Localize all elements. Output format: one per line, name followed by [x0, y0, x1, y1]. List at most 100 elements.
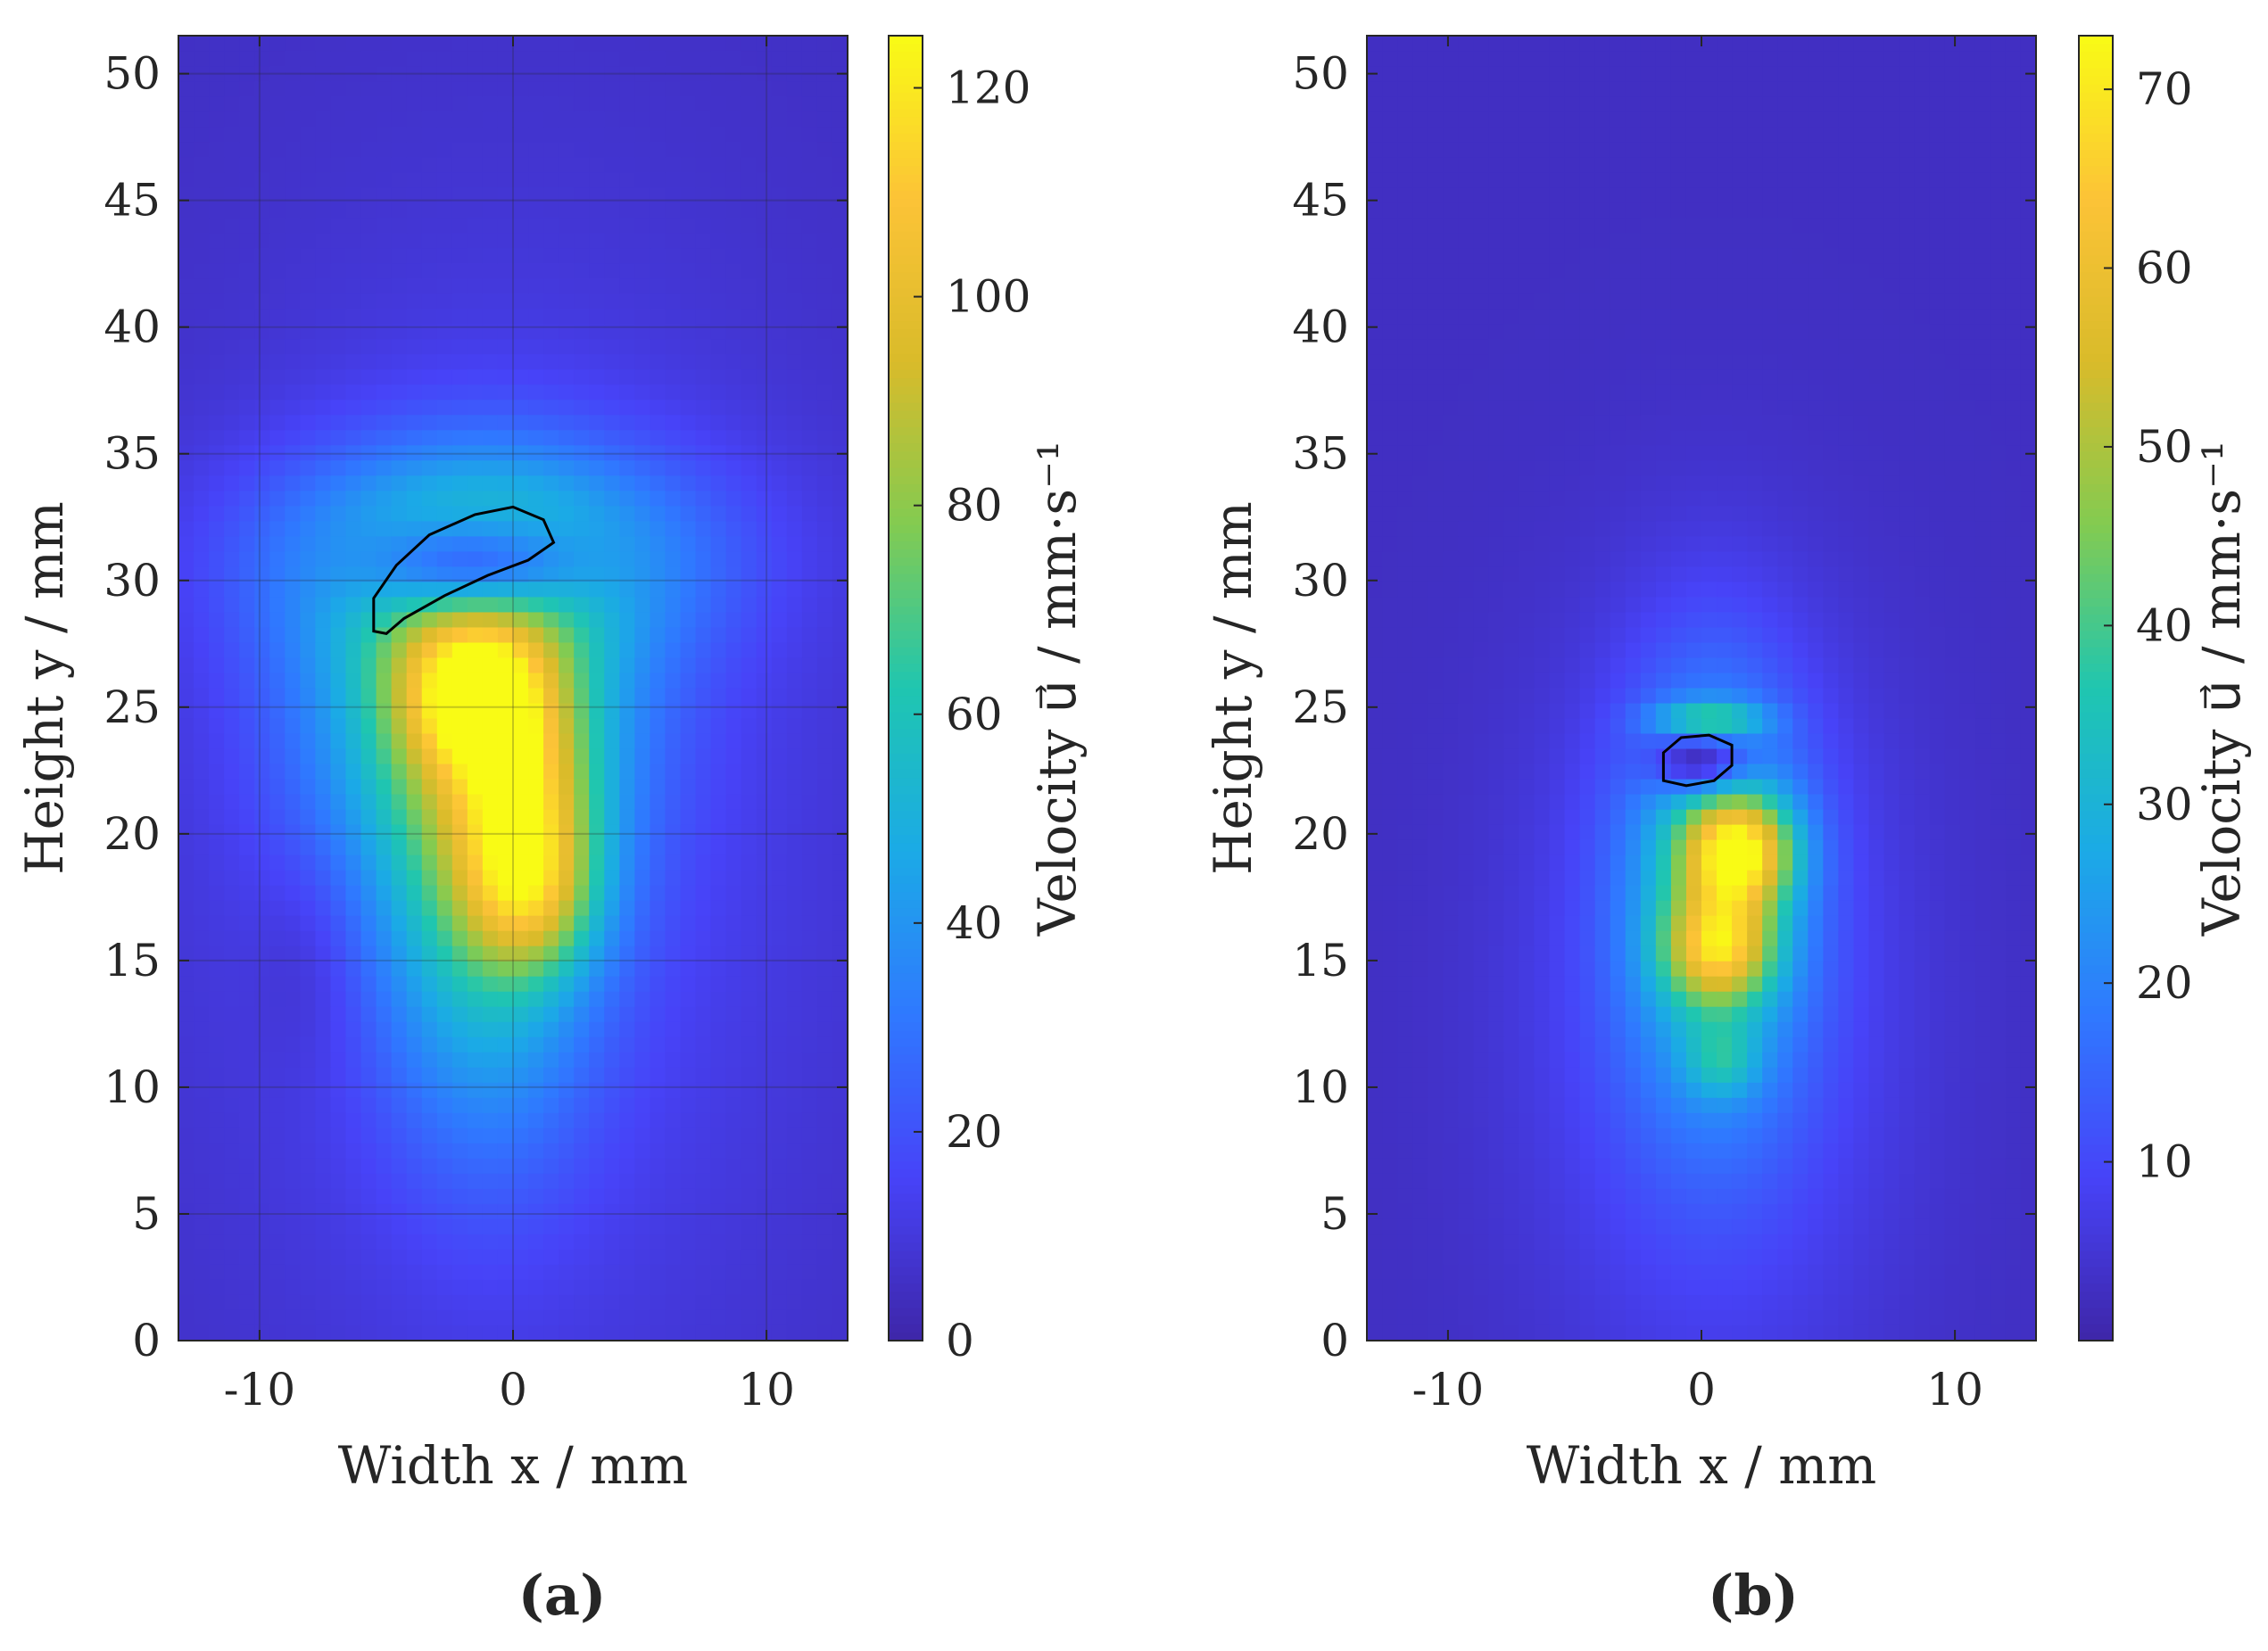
heatmap-cell — [634, 551, 651, 568]
heatmap-cell — [497, 1173, 514, 1190]
heatmap-cell — [756, 1218, 773, 1235]
heatmap-cell — [589, 460, 605, 476]
heatmap-cell — [1473, 127, 1489, 143]
heatmap-cell — [634, 764, 651, 780]
heatmap-cell — [1443, 81, 1459, 97]
heatmap-cell — [756, 324, 773, 340]
heatmap-cell — [1914, 202, 1931, 219]
heatmap-cell — [285, 369, 301, 385]
heatmap-cell — [300, 612, 317, 629]
heatmap-cell — [695, 1006, 712, 1023]
heatmap-cell — [360, 1112, 377, 1129]
heatmap-cell — [1883, 96, 1900, 112]
heatmap-cell — [589, 885, 605, 902]
heatmap-cell — [832, 900, 848, 917]
heatmap-cell — [634, 566, 651, 583]
heatmap-cell — [224, 900, 240, 917]
heatmap-cell — [300, 202, 317, 219]
heatmap-cell — [269, 976, 286, 993]
colorbar-segment — [889, 353, 923, 363]
heatmap-cell — [451, 157, 468, 173]
heatmap-cell — [1747, 293, 1763, 310]
heatmap-cell — [1670, 218, 1687, 234]
colorbar-segment — [889, 1234, 923, 1243]
heatmap-cell — [680, 1309, 697, 1326]
heatmap-cell — [513, 369, 529, 385]
heatmap-cell — [1762, 172, 1778, 188]
heatmap-cell — [1762, 248, 1778, 264]
heatmap-cell — [1443, 278, 1459, 294]
heatmap-cell — [665, 1218, 682, 1235]
heatmap-cell — [178, 885, 195, 902]
heatmap-cell — [436, 51, 453, 67]
heatmap-cell — [467, 1279, 484, 1296]
heatmap-cell — [345, 870, 362, 887]
heatmap-cell — [756, 733, 773, 750]
heatmap-cell — [285, 1234, 301, 1251]
heatmap-cell — [710, 1234, 727, 1251]
heatmap-cell — [574, 794, 590, 811]
heatmap-cell — [801, 1112, 818, 1129]
heatmap-cell — [650, 915, 666, 932]
heatmap-cell — [1747, 81, 1763, 97]
heatmap-cell — [650, 293, 666, 310]
heatmap-cell — [391, 475, 408, 491]
heatmap-cell — [1701, 66, 1718, 82]
heatmap-cell — [224, 1218, 240, 1235]
heatmap-cell — [1808, 339, 1824, 355]
heatmap-cell — [619, 1249, 635, 1266]
heatmap-cell — [559, 1006, 575, 1023]
heatmap-cell — [254, 324, 270, 340]
heatmap-cell — [345, 248, 362, 264]
heatmap-cell — [528, 324, 544, 340]
heatmap-cell — [832, 1188, 848, 1205]
heatmap-cell — [816, 187, 833, 203]
heatmap-cell — [1853, 354, 1870, 370]
heatmap-cell — [406, 1279, 423, 1296]
heatmap-cell — [254, 309, 270, 325]
heatmap-cell — [741, 293, 757, 310]
heatmap-cell — [1792, 218, 1809, 234]
heatmap-cell — [345, 506, 362, 522]
heatmap-cell — [224, 612, 240, 629]
colorbar-frame — [888, 35, 923, 1341]
heatmap-cell — [695, 1082, 712, 1099]
heatmap-cell — [1382, 278, 1398, 294]
heatmap-cell — [482, 1218, 499, 1235]
heatmap-cell — [725, 293, 742, 310]
heatmap-cell — [559, 400, 575, 416]
heatmap-cell — [330, 187, 347, 203]
heatmap-cell — [574, 1082, 590, 1099]
heatmap-cell — [695, 1097, 712, 1114]
heatmap-cell — [589, 718, 605, 735]
heatmap-cell — [741, 566, 757, 583]
heatmap-cell — [391, 430, 408, 446]
heatmap-cell — [300, 339, 317, 355]
heatmap-cell — [1732, 263, 1748, 279]
heatmap-cell — [330, 597, 347, 614]
heatmap-cell — [513, 1127, 529, 1144]
heatmap-cell — [771, 96, 788, 112]
heatmap-cell — [1655, 309, 1672, 325]
heatmap-cell — [224, 354, 240, 370]
heatmap-cell — [680, 718, 697, 735]
heatmap-cell — [665, 991, 682, 1008]
heatmap-cell — [543, 854, 559, 871]
heatmap-cell — [665, 1127, 682, 1144]
heatmap-cell — [1808, 187, 1824, 203]
heatmap-cell — [1534, 187, 1551, 203]
heatmap-cell — [771, 506, 788, 522]
heatmap-cell — [1412, 51, 1428, 67]
heatmap-cell — [2005, 142, 2022, 158]
heatmap-cell — [680, 612, 697, 629]
heatmap-cell — [285, 597, 301, 614]
heatmap-cell — [482, 1112, 499, 1129]
heatmap-cell — [497, 1188, 514, 1205]
heatmap-cell — [178, 354, 195, 370]
heatmap-cell — [801, 384, 818, 400]
heatmap-cell — [619, 384, 635, 400]
heatmap-cell — [194, 597, 210, 614]
colorbar-segment — [889, 418, 923, 428]
heatmap-cell — [1367, 263, 1383, 279]
